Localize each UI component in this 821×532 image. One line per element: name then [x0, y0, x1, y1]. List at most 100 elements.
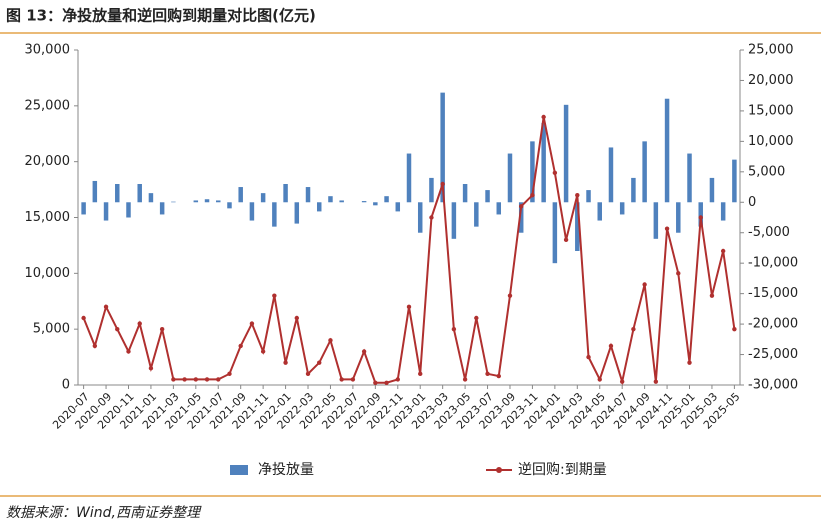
line-marker — [429, 215, 434, 220]
line-marker — [137, 321, 142, 326]
line-marker — [541, 114, 546, 120]
bar — [530, 141, 535, 203]
line-marker — [182, 377, 187, 382]
line-marker — [631, 326, 636, 332]
bar — [698, 202, 703, 227]
bar — [283, 184, 288, 203]
bar — [429, 177, 434, 203]
bar — [664, 98, 670, 203]
bar — [227, 202, 232, 209]
line-marker — [586, 354, 591, 360]
line-marker — [92, 343, 98, 349]
line-marker — [81, 315, 86, 321]
line-marker — [361, 349, 367, 354]
y2-tick-label: 20,000 — [748, 73, 794, 88]
line-marker — [317, 360, 322, 365]
line-marker — [676, 271, 681, 276]
legend-label: 逆回购:到期量 — [518, 462, 607, 478]
line-marker — [597, 377, 602, 382]
chart-title: 图 13：净投放量和逆回购到期量对比图(亿元) — [6, 7, 316, 25]
bar — [137, 184, 142, 203]
y2-tick-label: -10,000 — [748, 256, 798, 271]
bar — [518, 202, 524, 233]
line-marker — [126, 349, 131, 354]
bar — [171, 201, 176, 203]
line-marker — [709, 293, 715, 298]
line-marker — [115, 326, 120, 332]
bar — [440, 92, 445, 203]
line-marker — [664, 226, 670, 231]
y-tick-label: 30,000 — [25, 43, 71, 58]
line-marker — [462, 377, 468, 382]
line-marker — [406, 304, 412, 310]
line-marker — [204, 377, 210, 382]
bar — [395, 202, 401, 212]
bar — [373, 202, 378, 206]
line-marker — [698, 215, 703, 220]
bar — [541, 123, 546, 203]
bar — [92, 180, 98, 203]
y2-tick-label: -15,000 — [748, 286, 798, 301]
y-tick-label: 25,000 — [25, 98, 71, 113]
bar — [361, 201, 367, 203]
bar — [328, 196, 333, 203]
line-marker — [260, 349, 266, 354]
bar — [720, 202, 726, 221]
bar — [619, 202, 625, 215]
line-marker — [608, 343, 614, 349]
bar — [653, 202, 659, 239]
bar — [193, 200, 199, 203]
y2-tick-label: 25,000 — [748, 43, 794, 58]
line-marker — [552, 170, 558, 176]
bar — [631, 177, 636, 203]
legend-swatch — [230, 465, 248, 475]
line-marker — [395, 377, 400, 382]
bar — [451, 202, 457, 239]
y2-tick-label: -5,000 — [748, 225, 790, 240]
bar — [126, 202, 131, 218]
bar — [552, 202, 558, 264]
line-marker — [171, 377, 176, 382]
bar — [238, 187, 243, 203]
line-marker — [496, 373, 501, 379]
line-marker — [103, 304, 109, 310]
bar — [159, 202, 165, 215]
line-marker — [474, 315, 479, 321]
y2-tick-label: -25,000 — [748, 347, 798, 362]
line-marker — [732, 326, 737, 332]
bar — [384, 196, 389, 203]
line-marker — [507, 293, 513, 298]
bar — [563, 104, 569, 203]
bar — [260, 193, 266, 203]
bar — [732, 159, 737, 203]
line-marker — [159, 326, 165, 332]
line-marker — [339, 377, 344, 382]
bar — [216, 200, 221, 203]
bar — [575, 202, 580, 251]
line-marker — [530, 192, 535, 198]
source-note: 数据来源：Wind,西南证券整理 — [6, 505, 202, 521]
bar — [272, 202, 277, 227]
line-marker — [193, 377, 199, 382]
bar — [496, 202, 502, 215]
y-tick-label: 15,000 — [25, 210, 71, 225]
line-marker — [687, 360, 692, 365]
line-marker — [485, 371, 490, 377]
bar — [417, 202, 423, 233]
bar — [316, 202, 322, 212]
bar — [148, 193, 154, 203]
bar — [204, 199, 210, 203]
line-marker — [720, 248, 726, 254]
y2-tick-label: 5,000 — [748, 164, 785, 179]
bar — [709, 177, 715, 203]
bar — [294, 202, 300, 224]
line-marker — [216, 377, 221, 382]
bar — [406, 153, 412, 203]
line-marker — [227, 371, 232, 377]
bar — [687, 153, 692, 203]
line-marker — [249, 321, 255, 326]
line-marker — [294, 315, 299, 321]
bar — [81, 202, 86, 215]
line-marker — [283, 360, 288, 365]
y2-tick-label: 10,000 — [748, 134, 794, 149]
